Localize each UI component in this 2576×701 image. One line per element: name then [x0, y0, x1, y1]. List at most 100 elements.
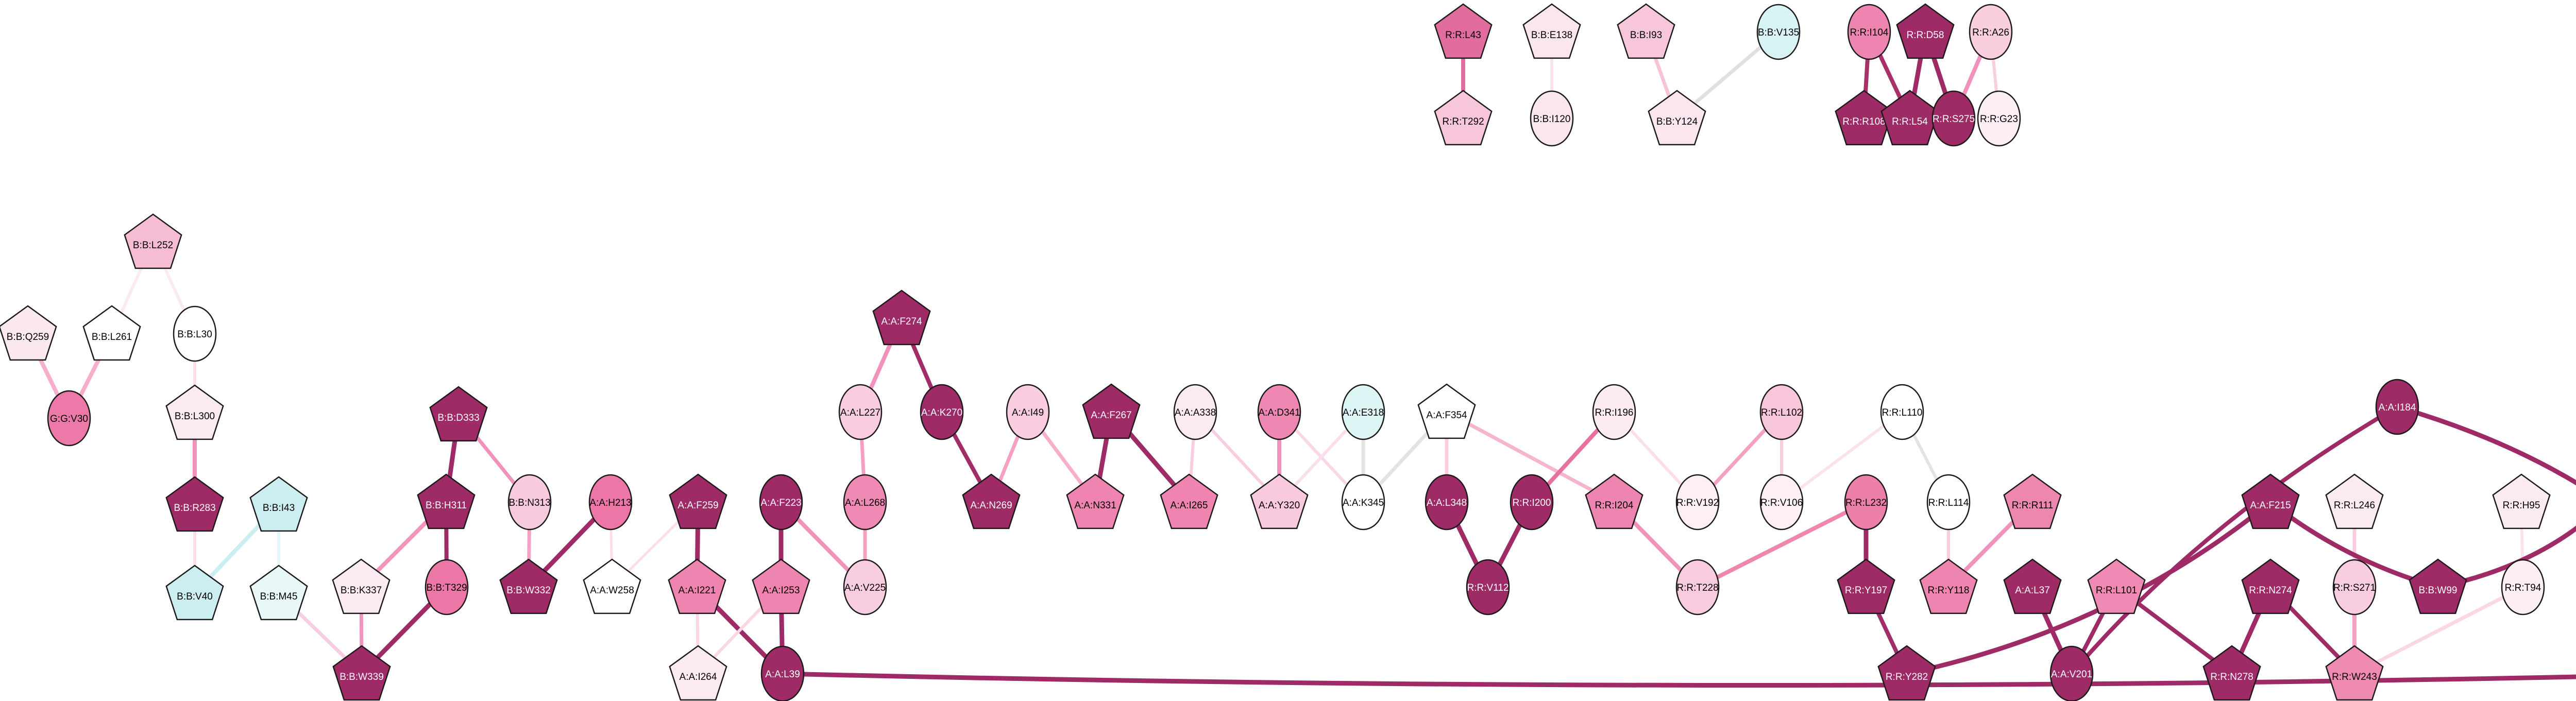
- node-A:A:N269[interactable]: A:A:N269: [962, 473, 1021, 529]
- node-R:R:S271[interactable]: R:R:S271: [2332, 559, 2377, 615]
- node-A:A:I49[interactable]: A:A:I49: [1006, 384, 1050, 440]
- node-R:R:I196[interactable]: R:R:I196: [1592, 384, 1636, 440]
- node-A:A:F215[interactable]: A:A:F215: [2241, 473, 2300, 529]
- node-A:A:I253[interactable]: A:A:I253: [752, 558, 810, 614]
- node-R:R:Y197[interactable]: R:R:Y197: [1837, 558, 1895, 614]
- node-A:A:F274[interactable]: A:A:F274: [872, 289, 931, 346]
- node-B:B:D333[interactable]: B:B:D333: [429, 386, 488, 442]
- residue-circle: [1969, 4, 2013, 60]
- node-B:B:I120[interactable]: B:B:I120: [1530, 90, 1574, 147]
- node-A:A:H213[interactable]: A:A:H213: [588, 474, 633, 531]
- node-R:R:V192[interactable]: R:R:V192: [1675, 474, 1720, 531]
- node-A:A:A338[interactable]: A:A:A338: [1173, 384, 1217, 440]
- node-B:B:I93[interactable]: B:B:I93: [1617, 3, 1675, 59]
- node-B:B:V135[interactable]: B:B:V135: [1756, 4, 1801, 60]
- node-R:R:I204[interactable]: R:R:I204: [1585, 473, 1643, 529]
- residue-pentagon: [249, 476, 308, 532]
- node-A:A:V225[interactable]: A:A:V225: [843, 559, 887, 615]
- node-B:B:R283[interactable]: B:B:R283: [165, 476, 224, 532]
- residue-pentagon: [332, 645, 391, 701]
- node-B:B:H311[interactable]: B:B:H311: [417, 473, 476, 529]
- residue-pentagon: [2003, 473, 2062, 529]
- node-R:R:D58[interactable]: R:R:D58: [1896, 3, 1955, 59]
- node-A:A:K270[interactable]: A:A:K270: [920, 384, 964, 440]
- edge-R:R:L110-R:R:V106: [1780, 411, 1904, 504]
- node-A:A:N331[interactable]: A:A:N331: [1066, 473, 1125, 529]
- node-R:R:G23[interactable]: R:R:G23: [1977, 90, 2021, 147]
- node-R:R:T228[interactable]: R:R:T228: [1675, 559, 1720, 615]
- node-R:R:L232[interactable]: R:R:L232: [1844, 474, 1888, 531]
- node-R:R:L43[interactable]: R:R:L43: [1434, 3, 1493, 59]
- node-B:B:E138[interactable]: B:B:E138: [1522, 3, 1581, 59]
- node-R:R:I200[interactable]: R:R:I200: [1510, 474, 1554, 531]
- node-G:G:V30[interactable]: G:G:V30: [47, 390, 91, 447]
- node-layer: R:R:L43 R:R:T292 B:B:E138 B:B:I120 B:B:I93 B:…: [0, 3, 2551, 701]
- node-R:R:L246[interactable]: R:R:L246: [2325, 473, 2384, 529]
- residue-circle: [1530, 90, 1574, 147]
- residue-circle: [1425, 474, 1469, 531]
- node-A:A:F267[interactable]: A:A:F267: [1082, 383, 1141, 439]
- residue-pentagon: [0, 305, 57, 361]
- residue-pentagon: [962, 473, 1021, 529]
- node-A:A:V201[interactable]: A:A:V201: [2049, 645, 2094, 701]
- residue-pentagon: [165, 565, 224, 621]
- node-A:A:L227[interactable]: A:A:L227: [838, 384, 883, 440]
- node-R:R:T94[interactable]: R:R:T94: [2501, 559, 2545, 615]
- edge-A:A:L39-B:B:Y145: [780, 671, 2576, 688]
- node-R:R:N278[interactable]: R:R:N278: [2202, 645, 2261, 701]
- node-B:B:T329[interactable]: B:B:T329: [425, 559, 469, 615]
- node-A:A:E318[interactable]: A:A:E318: [1341, 384, 1385, 440]
- node-R:R:S275[interactable]: R:R:S275: [1931, 90, 1976, 147]
- node-R:R:Y282[interactable]: R:R:Y282: [1877, 645, 1936, 701]
- node-R:R:L114[interactable]: R:R:L114: [1926, 474, 1971, 531]
- node-R:R:I104[interactable]: R:R:I104: [1847, 4, 1891, 60]
- node-B:B:Y124[interactable]: B:B:Y124: [1648, 90, 1706, 146]
- node-A:A:I221[interactable]: A:A:I221: [668, 558, 726, 614]
- node-A:A:D341[interactable]: A:A:D341: [1257, 384, 1301, 440]
- node-R:R:L54[interactable]: R:R:L54: [1880, 90, 1939, 146]
- node-A:A:K345[interactable]: A:A:K345: [1341, 474, 1385, 531]
- residue-circle: [838, 384, 883, 440]
- residue-circle: [1510, 474, 1554, 531]
- node-R:R:V112[interactable]: R:R:V112: [1466, 559, 1510, 615]
- edge-layer: [26, 29, 2576, 688]
- node-B:B:L30[interactable]: B:B:L30: [173, 305, 217, 362]
- node-R:R:N274[interactable]: R:R:N274: [2241, 558, 2300, 614]
- residue-pentagon: [2087, 558, 2146, 614]
- node-B:B:L252[interactable]: B:B:L252: [124, 213, 182, 269]
- residue-pentagon: [2003, 558, 2062, 614]
- node-A:A:L37[interactable]: A:A:L37: [2003, 558, 2062, 614]
- node-R:R:L110[interactable]: R:R:L110: [1880, 384, 1924, 440]
- node-R:R:H95[interactable]: R:R:H95: [2492, 473, 2551, 529]
- node-B:B:I43[interactable]: B:B:I43: [249, 476, 308, 532]
- node-A:A:F223[interactable]: A:A:F223: [759, 474, 803, 531]
- node-A:A:I184[interactable]: A:A:I184: [2375, 379, 2419, 435]
- node-R:R:T292[interactable]: R:R:T292: [1434, 90, 1493, 146]
- node-A:A:F259[interactable]: A:A:F259: [669, 473, 727, 529]
- node-R:R:A26[interactable]: R:R:A26: [1969, 4, 2013, 60]
- node-R:R:R111[interactable]: R:R:R111: [2003, 473, 2062, 529]
- node-B:B:Q259[interactable]: B:B:Q259: [0, 305, 57, 361]
- node-A:A:F354[interactable]: A:A:F354: [1417, 383, 1476, 439]
- residue-pentagon: [2202, 645, 2261, 701]
- node-B:B:L300[interactable]: B:B:L300: [165, 384, 224, 440]
- residue-circle: [1880, 384, 1924, 440]
- node-B:B:M45[interactable]: B:B:M45: [249, 565, 308, 621]
- node-R:R:L102[interactable]: R:R:L102: [1759, 384, 1804, 440]
- node-B:B:N313[interactable]: B:B:N313: [507, 474, 552, 531]
- residue-pentagon: [1250, 473, 1309, 529]
- node-B:B:L261[interactable]: B:B:L261: [82, 305, 141, 361]
- residue-pentagon: [249, 565, 308, 621]
- residue-circle: [1006, 384, 1050, 440]
- node-A:A:L348[interactable]: A:A:L348: [1425, 474, 1469, 531]
- node-A:A:L268[interactable]: A:A:L268: [843, 474, 887, 531]
- node-A:A:L39[interactable]: A:A:L39: [760, 645, 805, 701]
- residue-circle: [425, 559, 469, 615]
- residue-pentagon: [417, 473, 476, 529]
- node-R:R:V106[interactable]: R:R:V106: [1759, 474, 1804, 531]
- node-R:R:L101[interactable]: R:R:L101: [2087, 558, 2146, 614]
- residue-pentagon: [1585, 473, 1643, 529]
- node-B:B:W99[interactable]: B:B:W99: [2409, 558, 2467, 614]
